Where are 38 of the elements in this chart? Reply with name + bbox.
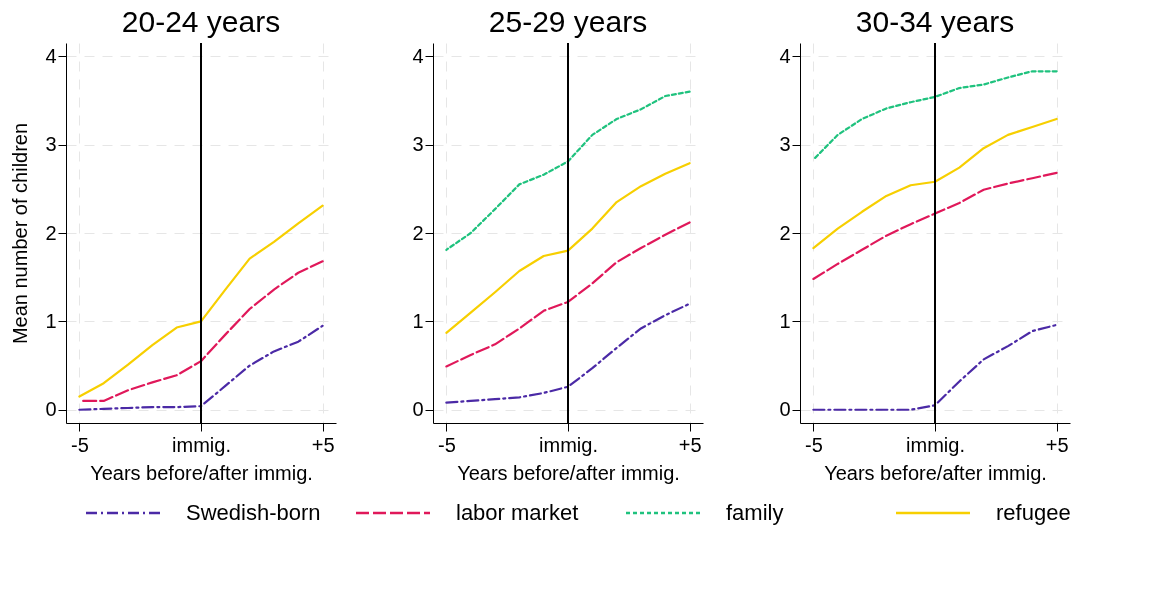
x-axis-title: Years before/after immig.	[90, 461, 313, 484]
y-tick-label: 2	[45, 221, 57, 244]
y-tick-label: 0	[412, 398, 424, 421]
y-tick-label: 0	[45, 398, 57, 421]
line-series	[78, 324, 324, 411]
x-tick-label: -5	[804, 433, 823, 456]
line-series	[812, 323, 1058, 411]
legend-label: labor market	[456, 500, 579, 525]
y-tick-label: 4	[45, 44, 57, 67]
y-tick-label: 4	[779, 44, 791, 67]
x-tick-label: -5	[437, 433, 456, 456]
x-tick-label: +5	[678, 433, 702, 456]
legend-label: family	[726, 500, 784, 525]
x-axis-title: Years before/after immig.	[457, 461, 680, 484]
x-tick-label: immig.	[172, 433, 231, 456]
x-tick-label: immig.	[906, 433, 965, 456]
x-tick-label: -5	[70, 433, 89, 456]
y-tick-label: 0	[779, 398, 791, 421]
x-tick-label: immig.	[539, 433, 598, 456]
x-tick-label: +5	[311, 433, 335, 456]
chart-title: 25-29 years	[488, 5, 648, 38]
line-series	[445, 302, 691, 404]
y-tick-label: 2	[412, 221, 424, 244]
y-tick-label: 2	[779, 221, 791, 244]
chart-title: 30-34 years	[855, 5, 1015, 38]
y-tick-label: 3	[779, 133, 791, 156]
y-axis-title: Mean number of children	[9, 122, 32, 345]
y-tick-label: 4	[412, 44, 424, 67]
legend-label: Swedish-born	[186, 500, 321, 525]
legend-label: refugee	[996, 500, 1071, 525]
x-tick-label: +5	[1045, 433, 1069, 456]
y-tick-label: 3	[412, 133, 424, 156]
chart-title: 20-24 years	[121, 5, 281, 38]
x-axis-title: Years before/after immig.	[824, 461, 1047, 484]
y-tick-label: 1	[779, 309, 791, 332]
y-tick-label: 1	[45, 309, 57, 332]
y-tick-label: 1	[412, 309, 424, 332]
y-tick-label: 3	[45, 133, 57, 156]
